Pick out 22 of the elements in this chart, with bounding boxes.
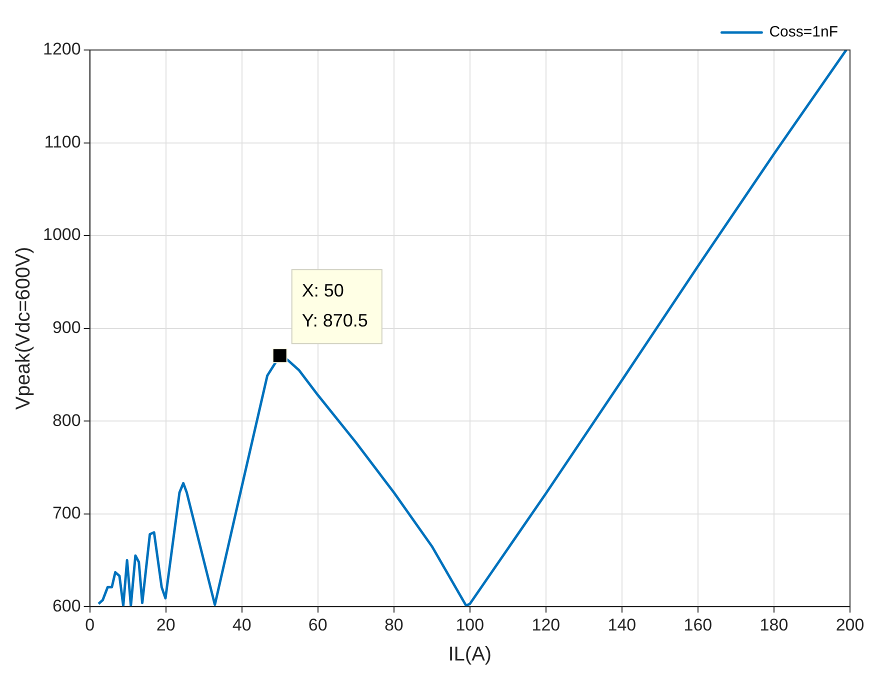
x-tick-label: 80 (384, 615, 404, 634)
annotation: X: 50 Y: 870.5 (302, 280, 368, 331)
y-axis-title: Vpeak(Vdc=600V) (12, 246, 35, 410)
x-tick-label: 0 (85, 615, 95, 634)
x-tick-label: 140 (608, 615, 636, 634)
x-tick-label: 120 (532, 615, 560, 634)
x-tick-label: 40 (232, 615, 252, 634)
x-tick-label: 20 (156, 615, 176, 634)
x-tick-label: 180 (760, 615, 788, 634)
y-tick-label: 1200 (42, 40, 81, 59)
x-tick-label: 160 (684, 615, 712, 634)
y-tick-label: 600 (52, 596, 81, 616)
y-tick-label: 800 (52, 410, 81, 430)
y-tick-label: 1100 (44, 132, 81, 152)
legend-label: Coss=1nF (769, 24, 838, 41)
x-axis-title: IL(A) (448, 644, 492, 666)
x-tick-label: 60 (308, 615, 328, 634)
y-tick-label: 700 (52, 504, 81, 523)
x-tick-label: 100 (456, 615, 484, 634)
x-tick-label: 200 (836, 615, 864, 634)
y-tick-label: 900 (52, 318, 81, 337)
y-tick-label: 1000 (42, 225, 81, 244)
